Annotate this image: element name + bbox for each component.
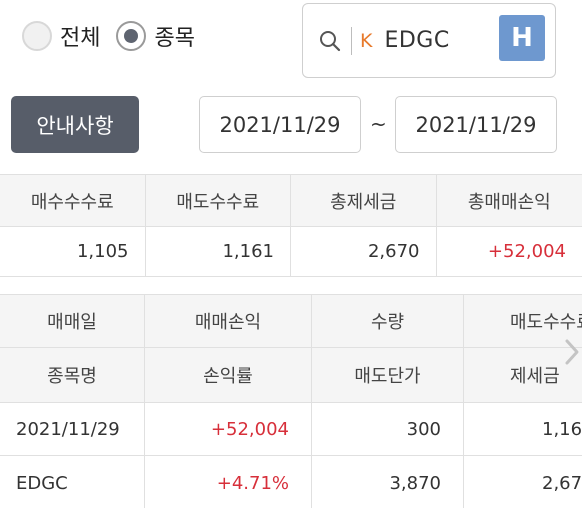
sell-price-cell: 3,870	[312, 456, 464, 508]
header-quantity: 수량	[312, 295, 464, 347]
header-stock-name: 종목명	[0, 348, 145, 402]
summary-buy-fee-value: 1,105	[0, 227, 146, 276]
radio-stock-label: 종목	[154, 26, 195, 51]
summary-header-total-tax: 총제세금	[291, 175, 437, 226]
stock-search-box[interactable]: K EDGC H	[302, 3, 556, 78]
summary-header-total-pnl: 총매매손익	[467, 191, 551, 213]
summary-header-buy-fee: 매수수수료	[0, 175, 146, 226]
detail-header-row-1: 매매일 매매손익 수량 매도수수료	[0, 294, 582, 348]
search-divider	[351, 26, 352, 55]
trade-detail-table: 매매일 매매손익 수량 매도수수료 종목명 손익률 매도단가 제세금 2021/…	[0, 294, 582, 508]
header-tax: 제세금	[510, 366, 560, 387]
summary-header-sell-fee: 매도수수료	[146, 175, 291, 226]
radio-all-circle[interactable]	[22, 21, 52, 51]
trade-date-cell: 2021/11/29	[0, 403, 145, 455]
quantity-cell: 300	[312, 403, 464, 455]
end-date-field[interactable]: 2021/11/29	[395, 96, 557, 153]
summary-table: 매수수수료 매도수수료 총제세금 총매매손익 1,105 1,161 2,670…	[0, 174, 582, 277]
search-icon[interactable]	[317, 28, 343, 54]
filter-radio-group: 전체 종목	[22, 20, 211, 52]
radio-all[interactable]: 전체	[22, 20, 100, 52]
return-rate-cell: +4.71%	[145, 456, 312, 508]
stock-name-input[interactable]: EDGC	[384, 28, 450, 53]
header-trade-pnl: 매매손익	[145, 295, 312, 347]
summary-total-tax-value: 2,670	[291, 227, 437, 276]
tax-cell: 2,67	[542, 472, 582, 494]
radio-all-label: 전체	[60, 26, 101, 51]
h-button[interactable]: H	[499, 15, 545, 61]
notice-button[interactable]: 안내사항	[11, 96, 139, 153]
detail-header-row-2: 종목명 손익률 매도단가 제세금	[0, 348, 582, 403]
summary-value-row: 1,105 1,161 2,670 +52,004	[0, 227, 582, 277]
header-sell-price: 매도단가	[312, 348, 464, 402]
table-row[interactable]: EDGC +4.71% 3,870 2,67	[0, 456, 582, 508]
summary-sell-fee-value: 1,161	[146, 227, 291, 276]
market-badge: K	[360, 29, 373, 52]
radio-stock[interactable]: 종목	[116, 20, 195, 52]
date-separator: ~	[370, 112, 387, 136]
summary-header-row: 매수수수료 매도수수료 총제세금 총매매손익	[0, 174, 582, 227]
trade-pnl-cell: +52,004	[145, 403, 312, 455]
start-date-field[interactable]: 2021/11/29	[199, 96, 361, 153]
chevron-right-icon[interactable]	[562, 332, 582, 372]
sell-fee-cell: 1,16	[542, 418, 582, 440]
radio-stock-circle[interactable]	[116, 21, 147, 51]
summary-total-pnl-value: +52,004	[487, 241, 566, 262]
header-trade-date: 매매일	[0, 295, 145, 347]
stock-name-cell: EDGC	[0, 456, 145, 508]
header-sell-fee: 매도수수료	[510, 312, 582, 333]
header-return-rate: 손익률	[145, 348, 312, 402]
table-row[interactable]: 2021/11/29 +52,004 300 1,16	[0, 403, 582, 456]
